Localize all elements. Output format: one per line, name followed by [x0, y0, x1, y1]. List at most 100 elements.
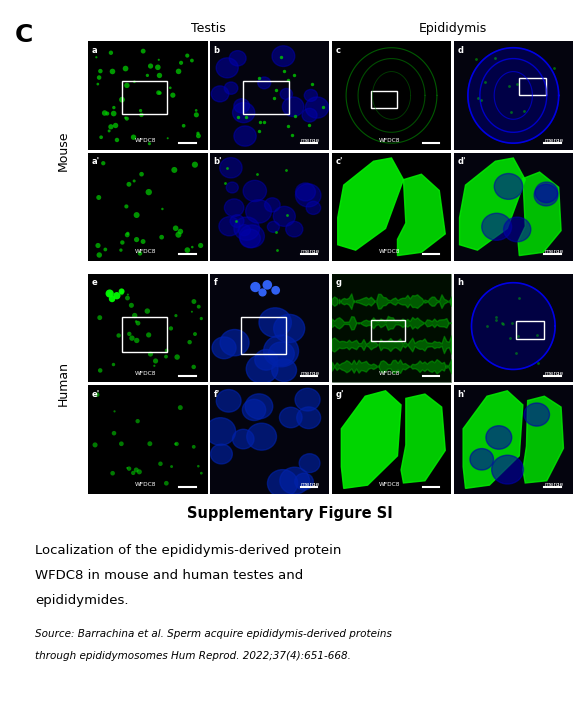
Point	[128, 333, 137, 344]
Polygon shape	[401, 394, 445, 483]
Circle shape	[280, 88, 292, 100]
Point	[176, 226, 185, 237]
Circle shape	[272, 46, 295, 67]
Point	[92, 51, 101, 63]
Point	[234, 111, 243, 122]
Point	[100, 107, 109, 119]
Point	[171, 223, 180, 234]
Point	[163, 132, 172, 144]
Circle shape	[234, 217, 259, 240]
Point	[132, 234, 142, 245]
Text: merge: merge	[300, 138, 320, 143]
Point	[139, 46, 148, 57]
Point	[289, 69, 299, 81]
Point	[271, 85, 281, 96]
Point	[231, 215, 241, 226]
Circle shape	[295, 473, 313, 490]
Point	[111, 120, 120, 132]
Point	[123, 228, 132, 239]
Point	[271, 226, 281, 238]
Text: Epididymis: Epididymis	[418, 22, 487, 35]
Point	[188, 241, 197, 253]
Point	[258, 286, 267, 298]
Text: epididymides.: epididymides.	[35, 594, 128, 607]
Point	[196, 240, 205, 252]
Circle shape	[267, 221, 280, 232]
Point	[118, 236, 127, 248]
Text: merge: merge	[544, 482, 564, 487]
Point	[176, 57, 186, 69]
Circle shape	[240, 225, 264, 247]
Circle shape	[220, 330, 249, 356]
Circle shape	[224, 82, 238, 94]
Point	[151, 355, 160, 367]
Point	[183, 50, 192, 61]
Circle shape	[255, 349, 277, 370]
Polygon shape	[397, 174, 445, 255]
Point	[105, 288, 114, 300]
Point	[129, 175, 139, 187]
Point	[171, 438, 180, 450]
Circle shape	[304, 90, 317, 101]
Point	[117, 288, 126, 299]
Text: e': e'	[92, 390, 100, 398]
Circle shape	[280, 467, 310, 494]
Point	[154, 54, 164, 66]
Point	[492, 311, 501, 322]
Circle shape	[219, 217, 240, 236]
Bar	[516, 320, 545, 339]
Point	[166, 322, 176, 334]
Point	[190, 328, 200, 340]
Circle shape	[269, 342, 294, 366]
Point	[515, 292, 524, 304]
Point	[158, 203, 167, 215]
Point	[130, 76, 139, 87]
Circle shape	[233, 429, 254, 449]
Point	[172, 438, 182, 450]
Point	[114, 330, 124, 341]
Point	[125, 328, 134, 340]
Circle shape	[267, 470, 298, 497]
Text: f: f	[213, 278, 218, 287]
Circle shape	[535, 182, 558, 202]
Point	[308, 78, 317, 90]
Point	[273, 244, 282, 256]
Circle shape	[534, 184, 558, 206]
Point	[291, 110, 300, 121]
Point	[256, 116, 265, 127]
Point	[254, 72, 263, 84]
Point	[123, 292, 132, 304]
Point	[259, 116, 269, 127]
Point	[490, 52, 499, 64]
Point	[146, 60, 155, 72]
Point	[504, 81, 513, 93]
Point	[220, 178, 230, 189]
Text: merge: merge	[300, 371, 320, 376]
Point	[96, 65, 105, 77]
Point	[107, 294, 117, 305]
Point	[473, 92, 483, 103]
Point	[150, 360, 159, 372]
Point	[157, 231, 166, 243]
Circle shape	[211, 86, 229, 102]
Point	[505, 332, 514, 343]
Point	[154, 87, 163, 98]
Point	[110, 406, 119, 417]
Circle shape	[220, 158, 242, 178]
Circle shape	[263, 335, 299, 367]
Polygon shape	[459, 158, 525, 250]
Circle shape	[229, 51, 246, 66]
Polygon shape	[523, 396, 564, 483]
Circle shape	[274, 315, 304, 343]
Circle shape	[238, 225, 251, 236]
Point	[471, 54, 480, 65]
Text: merge: merge	[544, 249, 564, 254]
Point	[132, 464, 141, 476]
Point	[105, 288, 114, 299]
Point	[123, 288, 132, 300]
Text: through epididymosomes Hum Reprod. 2022;37(4):651-668.: through epididymosomes Hum Reprod. 2022;…	[35, 651, 351, 661]
Point	[491, 315, 501, 326]
Point	[282, 209, 292, 221]
Point	[129, 467, 138, 479]
Point	[108, 468, 117, 479]
